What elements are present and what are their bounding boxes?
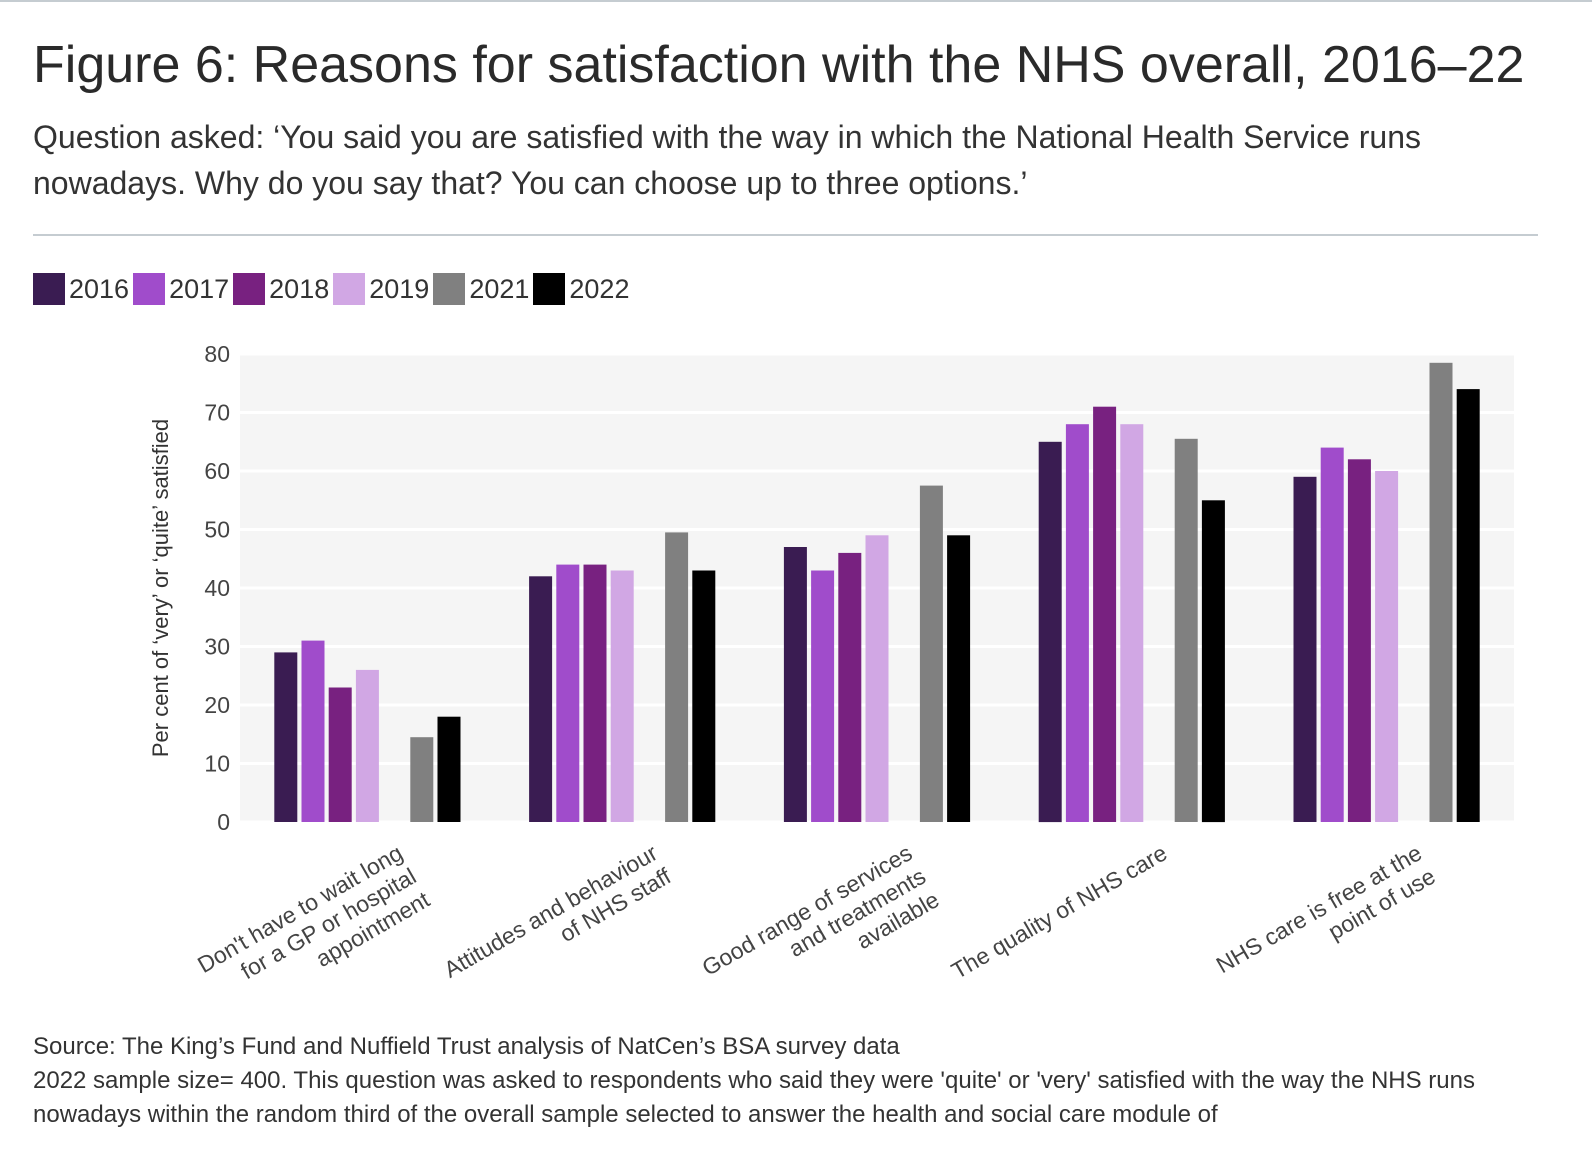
legend-item-2019[interactable]: 2019 bbox=[333, 272, 429, 306]
bar-2018[interactable] bbox=[1093, 406, 1117, 822]
bars bbox=[274, 362, 1480, 823]
y-tick-label: 40 bbox=[204, 575, 230, 601]
bar-2017[interactable] bbox=[556, 564, 580, 822]
bar-2022[interactable] bbox=[692, 570, 716, 823]
legend-item-2022[interactable]: 2022 bbox=[533, 272, 629, 306]
bar-chart: 0 10 20 30 40 50 60 70 80 Don't have to wait lon… bbox=[148, 341, 1514, 984]
bar-2019[interactable] bbox=[865, 535, 889, 822]
bar-2021[interactable] bbox=[1174, 438, 1198, 822]
legend-swatch bbox=[33, 273, 65, 305]
legend-label: 2018 bbox=[269, 274, 330, 304]
legend-label: 2016 bbox=[69, 274, 130, 304]
y-tick-label: 70 bbox=[204, 400, 230, 426]
y-tick-label: 10 bbox=[204, 751, 230, 777]
legend-swatch bbox=[533, 273, 566, 305]
x-category-label-line: The quality of NHS care bbox=[947, 839, 1171, 984]
bar-2022[interactable] bbox=[1201, 500, 1225, 823]
bar-2019[interactable] bbox=[610, 570, 634, 823]
bar-2017[interactable] bbox=[1320, 447, 1344, 822]
legend-swatch bbox=[433, 273, 466, 305]
sample-note: 2022 sample size= 400. This question was… bbox=[33, 1067, 1475, 1128]
bar-2021[interactable] bbox=[410, 737, 434, 822]
bar-2016[interactable] bbox=[783, 547, 807, 822]
title-divider bbox=[33, 234, 1538, 236]
bar-2018[interactable] bbox=[328, 687, 352, 823]
footer: Source: The King’s Fund and Nuffield Tru… bbox=[33, 1030, 1553, 1132]
legend-item-2017[interactable]: 2017 bbox=[133, 272, 229, 306]
legend-item-2018[interactable]: 2018 bbox=[233, 272, 329, 306]
bar-2016[interactable] bbox=[274, 652, 298, 822]
bar-2018[interactable] bbox=[1347, 459, 1371, 822]
legend-item-2021[interactable]: 2021 bbox=[433, 272, 529, 306]
legend-label: 2017 bbox=[169, 274, 230, 304]
legend-swatch bbox=[333, 273, 366, 305]
x-category-label: The quality of NHS care bbox=[947, 839, 1171, 984]
bar-2021[interactable] bbox=[665, 532, 689, 822]
bar-2022[interactable] bbox=[947, 535, 971, 822]
bar-2019[interactable] bbox=[1120, 424, 1144, 822]
legend: 2016 2017 2018 2019 2021 2022 bbox=[33, 272, 633, 306]
y-tick-label: 80 bbox=[204, 341, 230, 367]
chart-subtitle: Question asked: ‘You said you are satisf… bbox=[33, 119, 1422, 201]
legend-swatch bbox=[133, 273, 166, 305]
source-note: Source: The King’s Fund and Nuffield Tru… bbox=[33, 1033, 900, 1060]
bar-2016[interactable] bbox=[1293, 476, 1317, 822]
legend-label: 2021 bbox=[469, 274, 530, 304]
y-tick-label: 30 bbox=[204, 634, 230, 660]
bar-2016[interactable] bbox=[529, 576, 553, 822]
y-axis-ticks: 0 10 20 30 40 50 60 70 80 bbox=[204, 341, 230, 835]
bar-2018[interactable] bbox=[583, 564, 607, 822]
legend-swatch bbox=[233, 273, 266, 305]
y-tick-label: 20 bbox=[204, 692, 230, 718]
bar-2021[interactable] bbox=[1429, 362, 1453, 822]
bar-2019[interactable] bbox=[355, 669, 379, 822]
bar-2022[interactable] bbox=[1456, 389, 1480, 822]
bar-2021[interactable] bbox=[919, 485, 943, 822]
bar-2017[interactable] bbox=[811, 570, 835, 823]
bar-2022[interactable] bbox=[437, 716, 461, 822]
y-tick-label: 50 bbox=[204, 517, 230, 543]
y-tick-label: 60 bbox=[204, 458, 230, 484]
legend-item-2016[interactable]: 2016 bbox=[33, 272, 129, 306]
bar-2018[interactable] bbox=[838, 552, 862, 822]
bar-2017[interactable] bbox=[1065, 424, 1089, 822]
y-axis-title: Per cent of ‘very’ or ‘quite’ satisfied bbox=[148, 419, 173, 757]
y-tick-label: 0 bbox=[217, 809, 230, 835]
bar-2017[interactable] bbox=[301, 640, 325, 822]
top-rule bbox=[0, 0, 1592, 2]
legend-label: 2019 bbox=[369, 274, 430, 304]
legend-label: 2022 bbox=[569, 274, 630, 304]
chart-title: Figure 6: Reasons for satisfaction with … bbox=[33, 36, 1525, 94]
bar-2019[interactable] bbox=[1375, 471, 1399, 822]
bar-2016[interactable] bbox=[1038, 441, 1062, 823]
